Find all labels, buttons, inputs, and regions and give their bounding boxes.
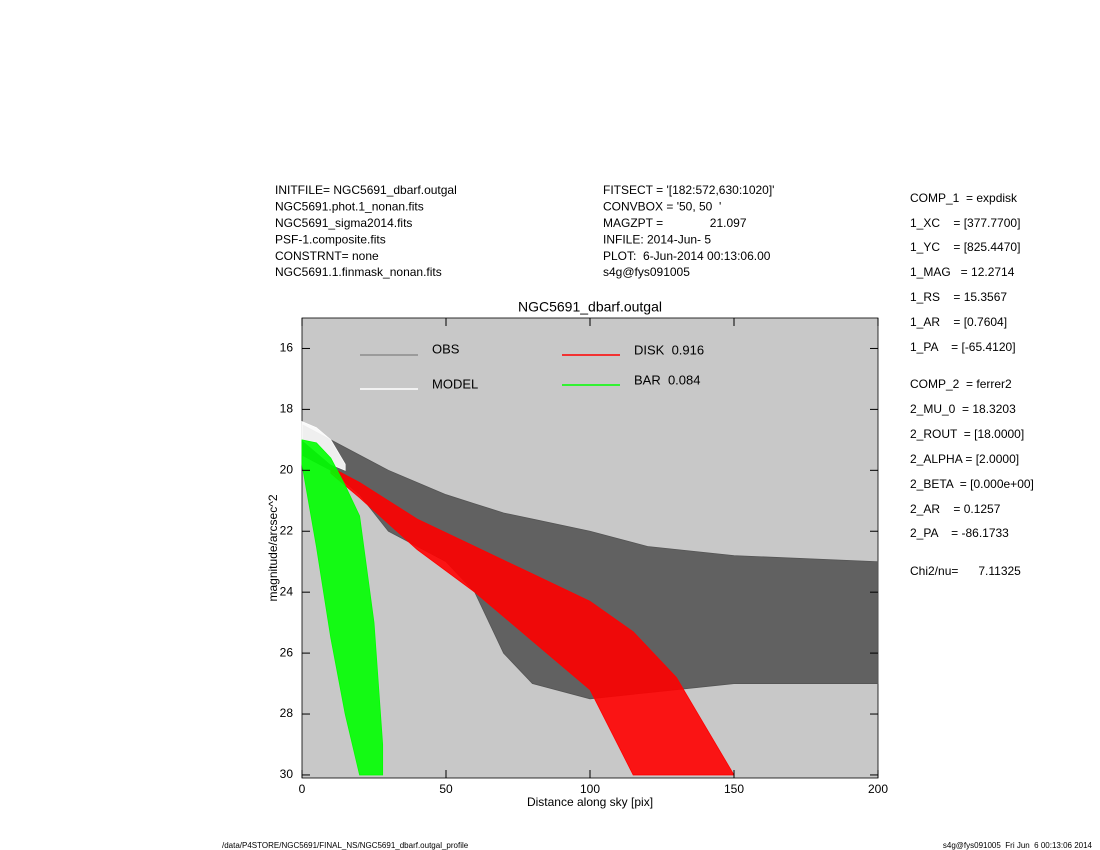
header-text: CONVBOX = '50, 50 '	[603, 200, 721, 214]
x-tick-label: 100	[580, 782, 600, 796]
x-tick-label: 200	[868, 782, 888, 796]
header-text: MAGZPT = 21.097	[603, 216, 747, 230]
y-tick-label: 26	[280, 645, 294, 659]
data-band	[301, 439, 384, 776]
y-tick-label: 24	[280, 584, 294, 598]
x-tick-label: 50	[439, 782, 453, 796]
legend-label: BAR 0.084	[634, 372, 701, 387]
y-tick-label: 30	[280, 767, 294, 781]
parameter: 1_RS = 15.3567	[910, 290, 1007, 304]
footer: /data/P4STORE/NGC5691/FINAL_NS/NGC5691_d…	[222, 841, 469, 850]
parameter: 2_ROUT = [18.0000]	[910, 427, 1024, 441]
header-text: CONSTRNT= none	[275, 249, 379, 263]
parameter: 2_MU_0 = 18.3203	[910, 402, 1016, 416]
header-text: INFILE: 2014-Jun- 5	[603, 232, 711, 246]
header-text: NGC5691_sigma2014.fits	[275, 216, 412, 230]
footer: s4g@fys091005 Fri Jun 6 00:13:06 2014	[943, 841, 1093, 850]
legend-label: OBS	[432, 341, 460, 356]
parameter: 1_XC = [377.7700]	[910, 216, 1020, 230]
header-text: NGC5691.phot.1_nonan.fits	[275, 200, 424, 214]
parameter: Chi2/nu= 7.11325	[910, 564, 1021, 578]
y-axis-label: magnitude/arcsec^2	[266, 494, 280, 601]
legend-label: DISK 0.916	[634, 342, 704, 357]
header-text: PSF-1.composite.fits	[275, 232, 386, 246]
header-text: PLOT: 6-Jun-2014 00:13:06.00	[603, 249, 771, 263]
y-tick-label: 16	[280, 341, 294, 355]
y-tick-label: 28	[280, 706, 294, 720]
header-text: s4g@fys091005	[603, 265, 690, 279]
chart-title: NGC5691_dbarf.outgal	[518, 299, 662, 315]
parameter: 2_PA = -86.1733	[910, 526, 1009, 540]
parameter: 2_ALPHA = [2.0000]	[910, 452, 1019, 466]
y-tick-label: 22	[280, 523, 294, 537]
parameter: 2_AR = 0.1257	[910, 502, 1001, 516]
x-axis-label: Distance along sky [pix]	[527, 795, 653, 809]
parameter: COMP_2 = ferrer2	[910, 377, 1012, 391]
parameter: 1_AR = [0.7604]	[910, 315, 1007, 329]
header-text: NGC5691.1.finmask_nonan.fits	[275, 265, 442, 279]
y-tick-label: 20	[280, 462, 294, 476]
parameter: 1_PA = [-65.4120]	[910, 340, 1016, 354]
parameter: 1_MAG = 12.2714	[910, 265, 1015, 279]
parameter: 2_BETA = [0.000e+00]	[910, 477, 1034, 491]
parameter: 1_YC = [825.4470]	[910, 240, 1020, 254]
header-text: INITFILE= NGC5691_dbarf.outgal	[275, 183, 457, 197]
data-band	[330, 466, 735, 776]
x-tick-label: 150	[724, 782, 744, 796]
data-band	[301, 423, 879, 700]
header-text: FITSECT = '[182:572,630:1020]'	[603, 183, 774, 197]
x-tick-label: 0	[299, 782, 306, 796]
legend-label: MODEL	[432, 376, 478, 391]
y-tick-label: 18	[280, 402, 294, 416]
parameter: COMP_1 = expdisk	[910, 191, 1018, 205]
